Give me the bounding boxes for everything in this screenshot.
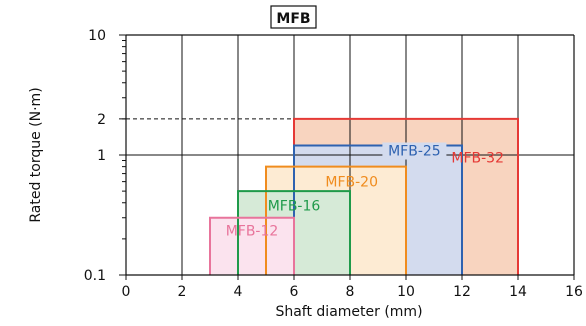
series-label-mfb-25: MFB-25: [388, 144, 441, 160]
series-label-mfb-32: MFB-32: [451, 151, 504, 167]
x-tick-label: 10: [397, 284, 415, 300]
x-tick-label: 0: [122, 284, 131, 300]
x-tick-label: 14: [509, 284, 527, 300]
x-tick-label: 12: [453, 284, 471, 300]
x-tick-label: 6: [290, 284, 299, 300]
y-tick-label: 2: [97, 112, 106, 128]
series-label-mfb-16: MFB-16: [268, 198, 321, 214]
y-axis-title: Rated torque (N·m): [28, 87, 44, 222]
x-tick-label: 4: [234, 284, 243, 300]
series-area-mfb-12: [210, 217, 294, 275]
series-outline-mfb-12: [209, 216, 295, 275]
series-outline-mfb-25: [293, 144, 463, 275]
x-tick-label: 16: [565, 284, 583, 300]
x-axis-title: Shaft diameter (mm): [275, 304, 422, 320]
y-tick-label: 0.1: [84, 268, 106, 284]
y-tick-label: 1: [97, 148, 106, 164]
y-tick-label: 10: [88, 28, 106, 44]
series-label-mfb-12: MFB-12: [226, 223, 279, 239]
chart-title: MFB: [276, 11, 310, 27]
series-label-bg: [382, 142, 447, 160]
x-tick-label: 8: [346, 284, 355, 300]
series-label-mfb-20: MFB-20: [325, 175, 378, 191]
chart-title-box: [270, 5, 317, 29]
series-outline-mfb-20: [265, 165, 407, 275]
series-outline-mfb-16: [237, 190, 351, 275]
x-tick-label: 2: [178, 284, 187, 300]
